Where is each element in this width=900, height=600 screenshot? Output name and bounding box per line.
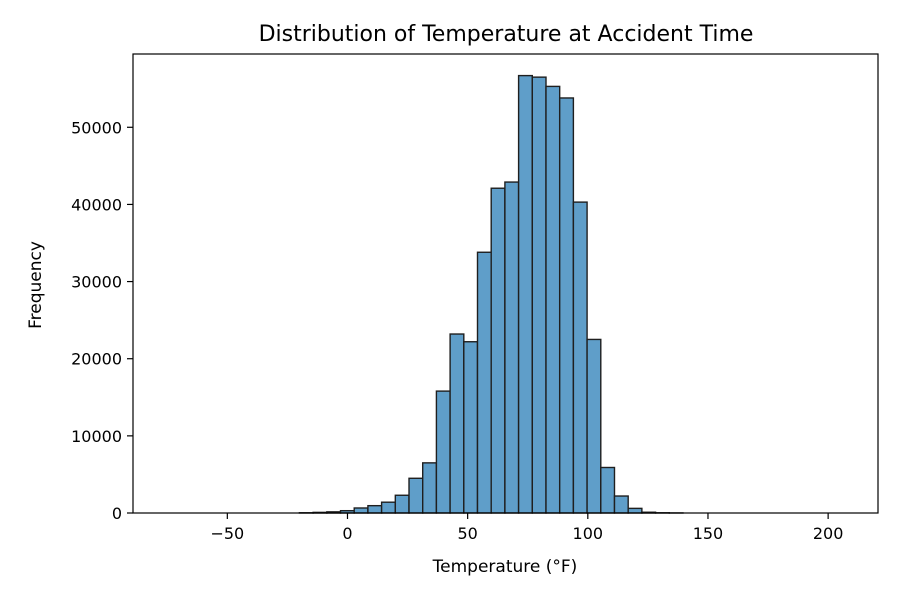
histogram-bar [531,76,547,514]
x-tick-label: 0 [342,524,352,543]
histogram-bar [572,201,588,514]
histogram-bar [367,504,383,514]
x-tick-label: 150 [693,524,724,543]
plot-frame [132,53,879,514]
histogram-bar [435,390,451,514]
y-axis-label: Frequency [26,241,46,329]
y-tick-label: 0 [112,504,122,523]
chart-title: Distribution of Temperature at Accident … [259,22,754,47]
histogram-bar [600,466,616,514]
histogram-bar [517,74,533,514]
histogram-bar [504,181,520,514]
x-tick-label: 200 [813,524,844,543]
y-tick-label: 50000 [71,118,122,137]
histogram-bar [353,507,369,514]
histogram-bar [476,251,492,514]
y-axis-ticks: 0 10000 20000 30000 40000 50000 [71,118,133,523]
histogram-bar [394,494,410,514]
histogram-bar [463,341,479,514]
x-axis-label: Temperature (°F) [432,557,578,577]
histogram-bar [449,333,465,514]
x-tick-label: 100 [573,524,604,543]
histogram-bar [627,507,643,514]
y-tick-label: 20000 [71,350,122,369]
histogram-bars [298,74,684,514]
histogram-bar [408,477,424,514]
y-tick-label: 40000 [71,195,122,214]
x-tick-label: 50 [457,524,477,543]
histogram-bar [545,85,561,514]
x-tick-label: −50 [210,524,244,543]
x-axis-ticks: −50 0 50 100 150 200 [210,513,843,543]
histogram-bar [380,501,397,514]
y-tick-label: 30000 [71,273,122,292]
histogram-bar [422,462,438,514]
histogram-bar [586,338,602,514]
histogram-bar [558,97,575,514]
y-tick-label: 10000 [71,427,122,446]
histogram-bar [613,495,629,514]
histogram-bar [490,187,506,514]
